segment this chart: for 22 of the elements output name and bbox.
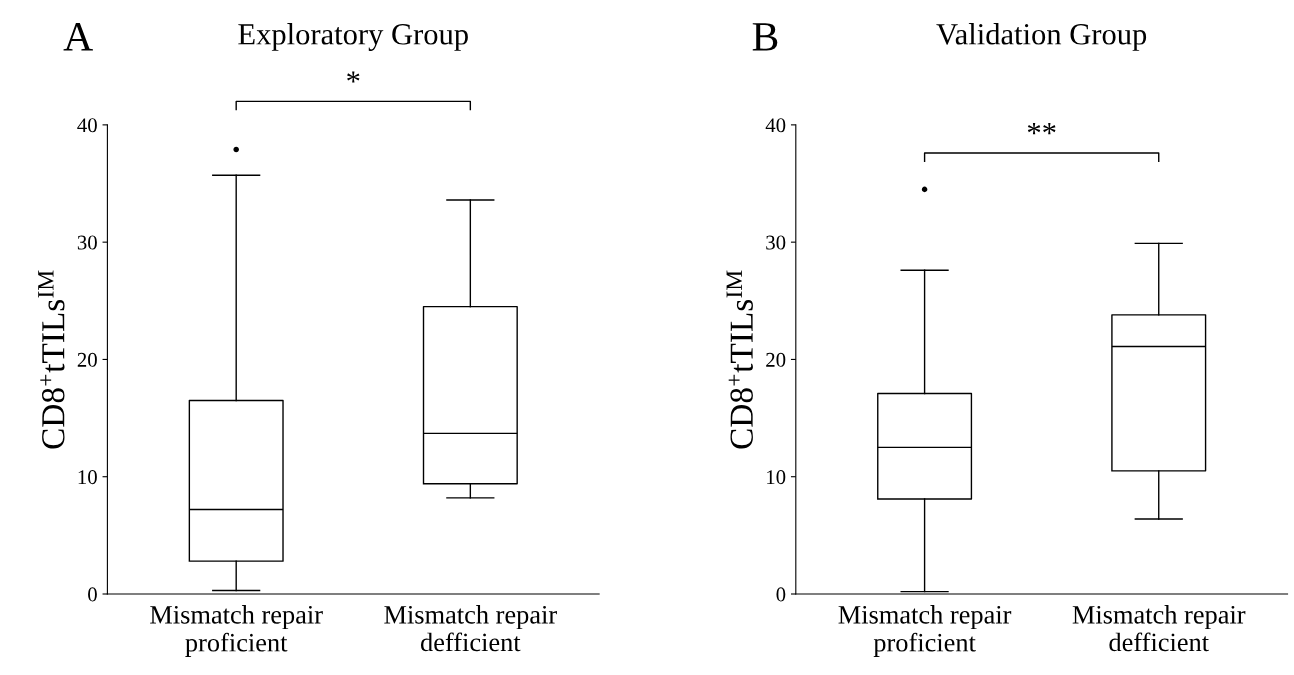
text: * (347, 71, 360, 83)
annotation: ** (1027, 122, 1056, 135)
y-axis-title: CD8$^{+}$tTILs$^{IM}$ (726, 270, 753, 449)
chart-title: Validation Group (936, 23, 1147, 51)
x-tick-label: Mismatch repair proficient (838, 605, 1012, 657)
x-tick-label: Mismatch repair defficient (384, 605, 557, 652)
y-tick-label: 20 (77, 352, 97, 367)
y-tick-label: 10 (767, 470, 786, 485)
y-tick-label: 20 (766, 352, 786, 367)
y-tick-label: 30 (766, 235, 786, 250)
y-axis-title: CD8$^{+}$tTILs$^{IM}$ (38, 270, 65, 449)
y-tick-label: 30 (77, 235, 97, 250)
y-tick-label: 40 (77, 118, 97, 133)
y-tick-label: 10 (78, 470, 97, 485)
x-tick-label: Mismatch repair proficient (150, 605, 323, 657)
chart-title: Exploratory Group (238, 23, 468, 51)
x-tick-label: Mismatch repair defficient (1072, 605, 1246, 652)
text: B (752, 23, 778, 51)
text: A (63, 22, 93, 51)
y-tick-label: 0 (88, 587, 97, 602)
y-tick-label: 0 (776, 587, 786, 602)
y-tick-label: 40 (765, 118, 786, 133)
